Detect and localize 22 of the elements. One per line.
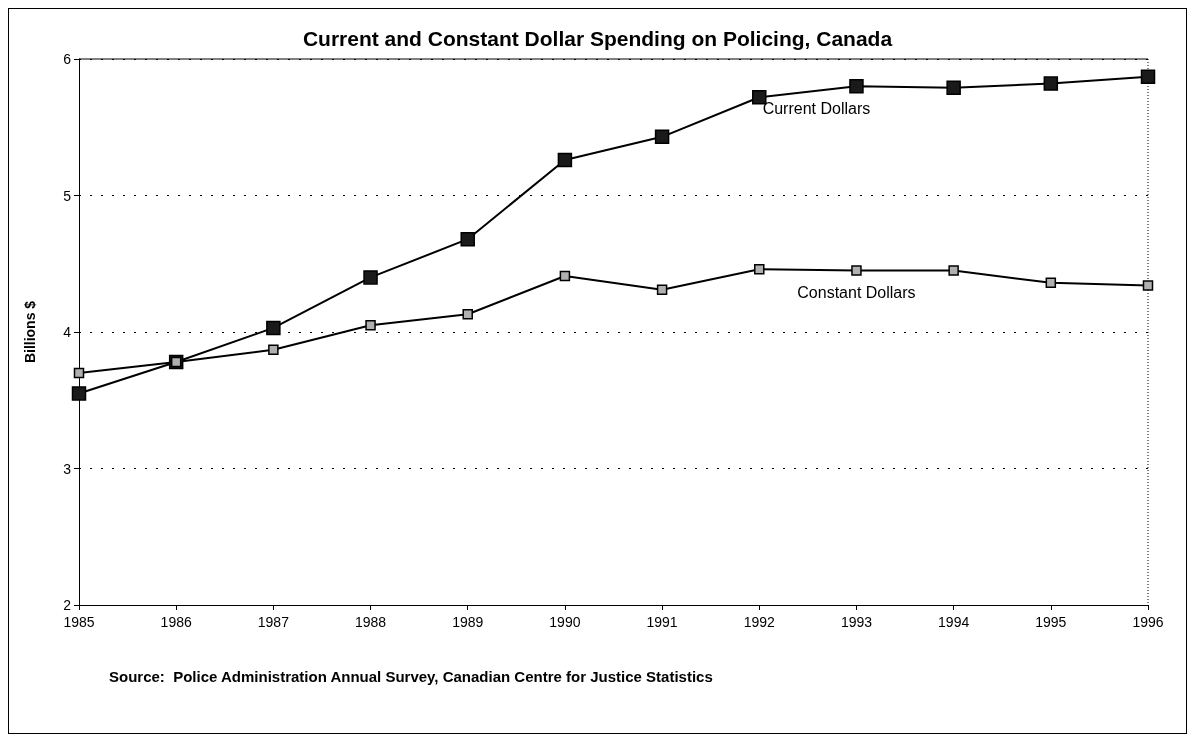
chart-title: Current and Constant Dollar Spending on Policing, Canada	[302, 27, 893, 50]
series-label: Current Dollars	[762, 99, 871, 117]
x-tick-label: 1992	[743, 614, 776, 630]
y-tick-label: 4	[63, 324, 72, 340]
x-tick-label: 1990	[549, 614, 581, 630]
x-tick-label: 1988	[354, 614, 387, 630]
y-axis-title: Billions $	[22, 300, 38, 364]
y-tick-label: 3	[63, 460, 72, 477]
x-tick-label: 1985	[63, 614, 95, 630]
x-tick-label: 1995	[1035, 614, 1067, 630]
y-tick-label: 6	[63, 51, 72, 67]
x-tick-label: 1993	[840, 614, 873, 630]
x-tick-label: 1987	[257, 614, 290, 630]
x-tick-label: 1991	[646, 614, 678, 630]
source-note: Source: Police Administration Annual Survey, Canadian Centre for Justice Statistics	[109, 668, 713, 685]
x-tick-label: 1989	[452, 614, 484, 630]
x-tick-label: 1986	[160, 614, 192, 630]
y-tick-label: 2	[63, 597, 72, 613]
x-tick-label: 1996	[1132, 614, 1164, 630]
y-tick-label: 5	[63, 187, 72, 204]
series-label: Constant Dollars	[797, 284, 916, 302]
x-tick-label: 1994	[938, 614, 970, 630]
